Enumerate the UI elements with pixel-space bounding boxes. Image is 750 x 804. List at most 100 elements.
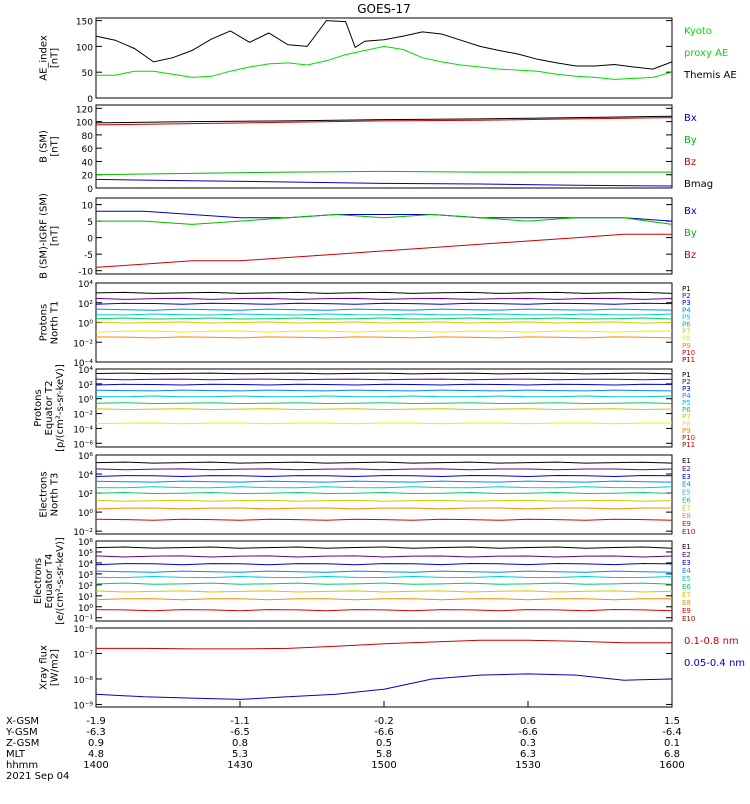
panel-1-legend-entry: proxy AE (684, 48, 728, 59)
panel-2-series-line (95, 115, 673, 124)
panel-2-ytick-label: 60 (82, 145, 94, 155)
panel-5-ytick-label: 10⁰ (78, 396, 93, 406)
panel-6-series-line (95, 461, 673, 464)
panel-5-series-line (95, 389, 673, 392)
panel-8-frame (95, 627, 673, 708)
panel-7-legend-entry: E2 (682, 551, 691, 559)
panel-5-frame (95, 368, 673, 448)
panel-5-ylabel: [p/(cm²-s-sr-keV)] (55, 364, 66, 452)
panel-6-ytick-label: 10⁻² (73, 528, 93, 538)
panel-3-legend-entry: Bx (684, 206, 697, 217)
panel-6-legend-entry: E1 (682, 457, 691, 465)
panel-5-series-line (95, 378, 673, 381)
x-row-value: 1530 (515, 760, 540, 771)
panel-1-legend-entry: Kyoto (684, 26, 712, 37)
panel-5-series-line (95, 402, 673, 405)
panel-6-series-line (95, 480, 673, 483)
panel-6-legend-entry: E6 (682, 496, 691, 504)
x-row-value: 0.1 (664, 738, 680, 749)
panel-7-ylabel: Equator T4 (44, 554, 55, 609)
panel-5-legend-entry: P6 (682, 406, 691, 414)
panel-1-ytick-label: 100 (76, 43, 93, 53)
panel-2-legend-entry: Bx (684, 113, 697, 124)
panel-6-ytick-label: 10⁰ (78, 509, 93, 519)
panel-1-ytick-label: 50 (82, 69, 94, 79)
panel-8-series-line (95, 673, 673, 700)
panel-7-series-line (95, 555, 673, 558)
panel-7-series-line (95, 590, 673, 593)
panel-5-legend-entry: P5 (682, 399, 691, 407)
panel-6-frame (95, 454, 673, 535)
panel-4-legend-entry: P6 (682, 321, 691, 329)
panel-1-ytick-label: 0 (87, 95, 93, 105)
panel-7-legend-entry: E1 (682, 543, 691, 551)
panel-7-legend-entry: E3 (682, 559, 691, 567)
panel-7-series-line (95, 546, 673, 549)
panel-4-legend-entry: P1 (682, 285, 691, 293)
panel-2-legend-entry: By (684, 135, 697, 146)
panel-3-legend-entry: Bz (684, 250, 696, 261)
panel-3-series-line (96, 213, 673, 225)
panel-7-ytick-label: 10⁵ (78, 549, 93, 559)
x-row-value: -1.1 (230, 716, 250, 727)
panel-5-ylabel: Equator T2 (44, 381, 55, 436)
panel-1-ylabel: AE_index (39, 35, 50, 81)
x-row-value: 1600 (659, 760, 684, 771)
panel-4-series-line (95, 336, 673, 339)
panel-6-legend-entry: E2 (682, 465, 691, 473)
panel-5-legend-entry: P7 (682, 413, 691, 421)
panel-2-ytick-label: 40 (82, 158, 94, 168)
panel-7-series-line (95, 570, 673, 573)
panel-2-ytick-label: 120 (76, 105, 93, 115)
panel-4-ylabel: Protons (39, 304, 50, 341)
panel-8-series-line (96, 639, 672, 650)
panel-2-frame (95, 104, 673, 189)
panel-2-ytick-label: 100 (76, 119, 93, 129)
panel-6-series-line (95, 499, 673, 502)
panel-7-legend-entry: E5 (682, 575, 691, 583)
panel-6-series-line (95, 486, 673, 489)
panel-7-legend-entry: E4 (682, 567, 691, 575)
x-row-value: 0.3 (520, 738, 536, 749)
panel-6-ylabel: Electrons (39, 471, 50, 517)
panel-6-series-line (95, 507, 672, 510)
panel-6-series-line (95, 474, 673, 478)
x-row-label: X-GSM (6, 716, 39, 727)
panel-1-series-line (96, 45, 673, 80)
panel-6-legend-entry: E10 (682, 528, 695, 536)
panel-7-series-line (95, 608, 673, 612)
x-row-value: 0.9 (88, 738, 104, 749)
x-row-label: Y-GSM (5, 727, 38, 738)
panel-4-legend-entry: P5 (682, 313, 691, 321)
panel-4-ytick-label: 10⁰ (78, 320, 93, 330)
x-row-value: -6.4 (662, 727, 682, 738)
panel-4-ytick-label: 10⁻⁴ (73, 359, 93, 369)
panel-5-series-line (95, 372, 673, 375)
panel-2-series-line (95, 170, 672, 176)
panel-7-legend-entry: E10 (682, 615, 695, 623)
panel-6-legend-entry: E3 (682, 473, 691, 481)
panel-6-series-line (95, 518, 673, 521)
panel-7-ytick-label: 10¹ (78, 593, 93, 603)
panel-6-ytick-label: 10⁶ (78, 452, 93, 462)
x-row-value: 6.8 (664, 749, 680, 760)
panel-2-ytick-label: 0 (87, 185, 93, 195)
panel-4-legend-entry: P2 (682, 292, 691, 300)
panel-5-legend-entry: P10 (682, 434, 695, 442)
panel-3-ylabel: [nT] (50, 226, 61, 246)
panel-3-ytick-label: 5 (87, 218, 93, 228)
panel-7-ytick-label: 10² (78, 582, 93, 592)
panel-5-ytick-label: 10⁻⁴ (73, 425, 93, 435)
panel-6-ytick-label: 10⁴ (78, 471, 93, 481)
panel-1-series-line (95, 20, 673, 70)
panel-6-ytick-label: 10² (78, 490, 93, 500)
panel-7-ytick-label: 10⁶ (78, 538, 93, 548)
panel-3-frame (95, 197, 673, 275)
panel-2-legend-entry: Bz (684, 157, 696, 168)
panel-4-ylabel: North T1 (50, 301, 61, 345)
panel-6-series-line (95, 491, 673, 495)
x-row-value: -6.6 (374, 727, 394, 738)
panel-6-series-line (95, 468, 673, 471)
